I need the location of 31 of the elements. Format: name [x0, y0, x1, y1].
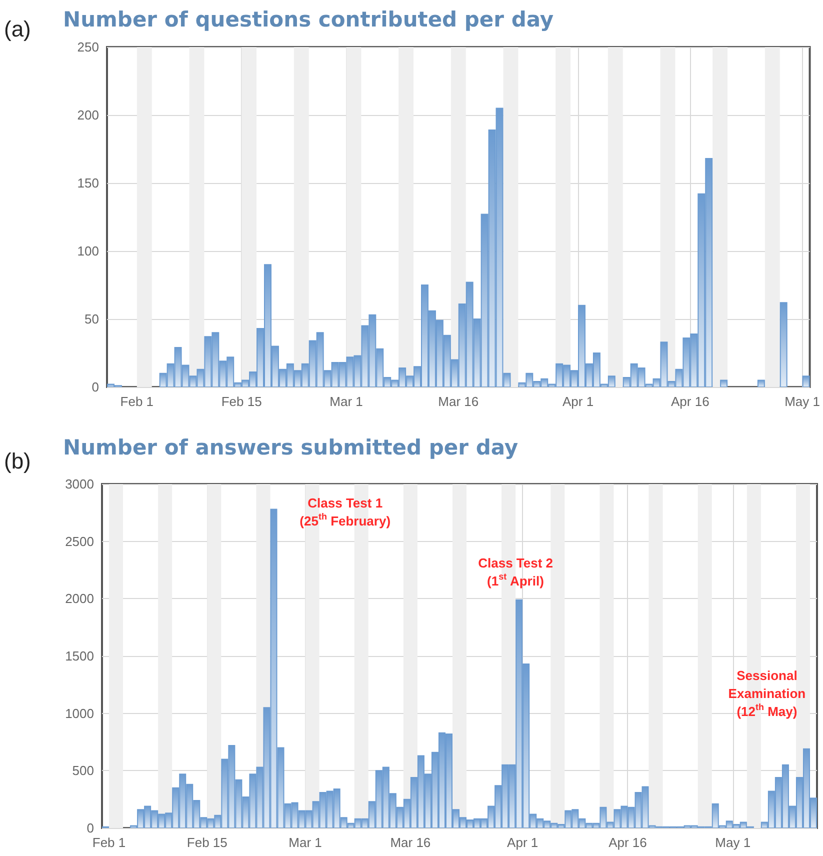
x-tick-label: Feb 15 — [186, 835, 228, 850]
y-tick-label: 50 — [84, 312, 99, 326]
x-tick-label: Apr 16 — [608, 835, 647, 850]
y-tick-label: 100 — [77, 244, 99, 258]
x-tick-label: Mar 16 — [438, 394, 479, 409]
y-tick-label: 200 — [77, 108, 99, 122]
x-tick-label: Mar 1 — [288, 835, 322, 850]
x-tick-label: Apr 1 — [507, 835, 538, 850]
y-tick-label: 150 — [77, 176, 99, 190]
y-tick-label: 3000 — [65, 476, 94, 492]
text: (a) — [4, 16, 31, 42]
x-tick-label: Mar 1 — [330, 394, 363, 409]
x-tick-label: Feb 1 — [92, 835, 126, 850]
y-tick-label: 2500 — [65, 534, 94, 549]
y-tick-label: 0 — [92, 380, 99, 394]
y-tick-label: 500 — [72, 763, 94, 778]
chart-title: Number of questions contributed per day — [63, 8, 554, 32]
x-tick-label: Feb 15 — [221, 394, 262, 409]
x-tick-label: Apr 1 — [562, 394, 594, 409]
x-tick-label: Apr 16 — [671, 394, 710, 409]
y-tick-label: 250 — [77, 40, 99, 54]
x-tick-label: May 1 — [784, 394, 820, 409]
x-tick-label: May 1 — [715, 835, 751, 850]
y-tick-label: 1000 — [65, 706, 94, 721]
y-tick-label: 0 — [86, 820, 94, 836]
y-tick-label: 2000 — [65, 591, 94, 606]
chart-title: Number of answers submitted per day — [63, 436, 518, 460]
text: (b) — [4, 448, 31, 474]
y-tick-label: 1500 — [65, 648, 94, 664]
x-tick-label: Feb 1 — [120, 394, 154, 409]
x-tick-label: Mar 16 — [390, 835, 431, 850]
